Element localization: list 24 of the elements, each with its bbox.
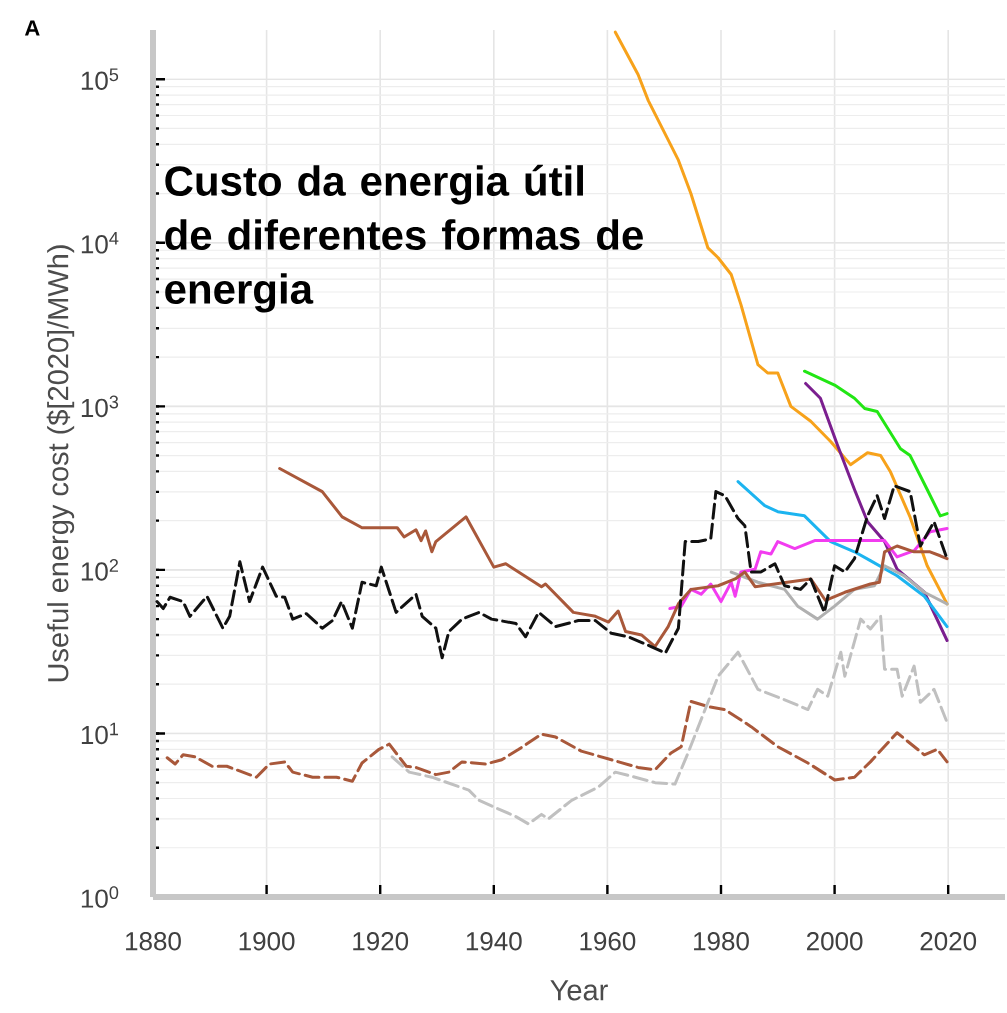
x-tick-label: 1880 — [126, 932, 181, 951]
line-series — [155, 484, 949, 660]
x-tick-label: 1980 — [694, 932, 749, 951]
line-series — [278, 466, 949, 649]
y-axis-title: Useful energy cost ($[2020]/MWh) — [46, 245, 75, 682]
y-tick-label: 10$^{1}$ — [81, 722, 119, 745]
line-series — [165, 699, 949, 783]
x-tick-label: 2000 — [806, 932, 863, 951]
text: A — [24, 20, 40, 36]
y-tick-label: 10$^{2}$ — [81, 559, 118, 581]
line-series — [390, 614, 949, 826]
x-tick-label: 1960 — [580, 932, 636, 951]
text: Custo da energia útil de diferentes formas de energia — [165, 164, 643, 313]
y-tick-label: 10$^{4}$ — [81, 232, 119, 254]
x-axis-title: Year — [550, 980, 608, 1001]
line-series — [736, 480, 949, 629]
y-tick-label: 10$^{0}$ — [81, 886, 119, 908]
y-tick-label: 10$^{3}$ — [81, 395, 119, 418]
x-tick-label: 1940 — [466, 932, 522, 951]
x-tick-label: 1920 — [353, 932, 409, 951]
y-tick-label: 10$^{5}$ — [81, 68, 119, 90]
line-series — [802, 369, 949, 518]
x-tick-label: 1900 — [239, 932, 295, 951]
x-tick-label: 2020 — [920, 932, 977, 951]
